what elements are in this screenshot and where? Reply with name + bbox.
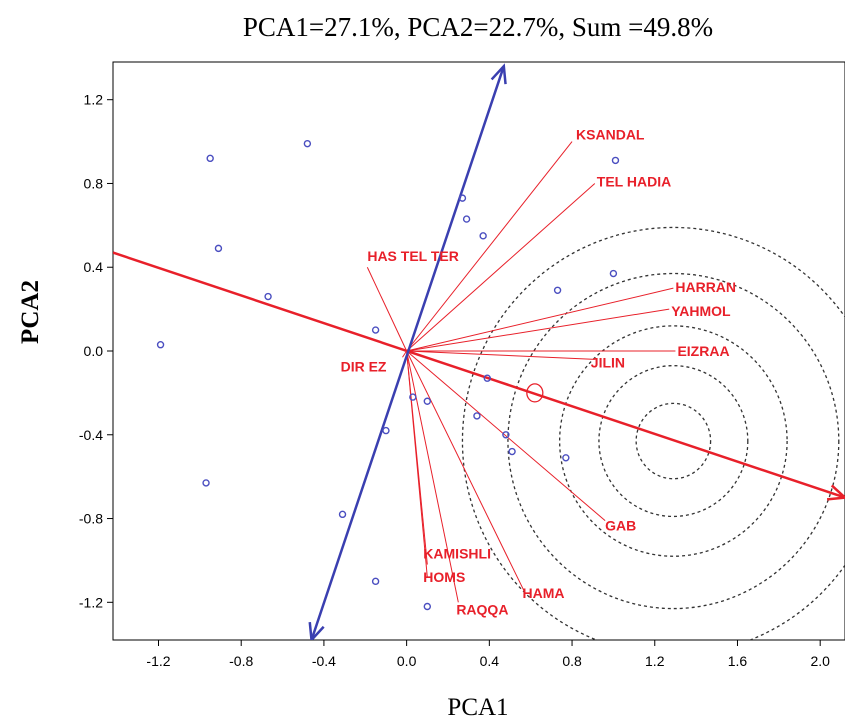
- environment-vector: [406, 350, 428, 578]
- y-tick-label: -0.8: [79, 511, 103, 527]
- concentric-circle: [461, 226, 845, 640]
- genotype-point: [423, 397, 432, 405]
- genotype-point: [214, 244, 223, 253]
- genotype-point: [508, 447, 516, 456]
- axis-vector-pca2-arrowhead: [308, 621, 325, 640]
- environment-label: HAMA: [522, 585, 564, 601]
- genotype-point: [371, 326, 380, 334]
- environment-vector: [406, 308, 670, 352]
- environment-label: TEL HADIA: [597, 173, 671, 189]
- y-tick-label: -1.2: [79, 594, 103, 610]
- axis-vector-pca1-arrowhead: [826, 484, 845, 501]
- environment-vector: [406, 350, 459, 603]
- environment-label: RAQQA: [456, 601, 508, 617]
- ideal-point-marker: [526, 383, 544, 403]
- y-tick-label: 0.4: [84, 259, 104, 275]
- genotype-point: [423, 602, 432, 611]
- plot-area: KSANDAL TEL HADIA HAS TEL TER HARRAN YAHMOL E…: [113, 63, 845, 640]
- environment-vector: [406, 287, 674, 352]
- environment-label: HOMS: [423, 569, 465, 585]
- y-tick-label: 0.0: [84, 343, 104, 359]
- concentric-circle: [598, 365, 749, 518]
- genotype-point: [409, 393, 417, 401]
- genotype-point: [483, 374, 491, 382]
- genotype-point: [502, 431, 510, 439]
- environment-vector: [406, 350, 595, 360]
- chart-title: PCA1=27.1%, PCA2=22.7%, Sum =49.8%: [243, 12, 713, 42]
- x-axis-title: PCA1: [447, 694, 508, 721]
- axis-vector-pca1: [113, 251, 845, 499]
- genotype-point: [303, 139, 312, 148]
- environment-vector: [406, 350, 525, 593]
- genotype-point: [156, 341, 165, 349]
- environment-label: DIR EZ: [341, 358, 387, 374]
- axis-vector-pca2-arrowhead: [490, 63, 507, 85]
- x-tick-label: 0.4: [480, 653, 500, 669]
- x-tick-label: 1.6: [728, 653, 748, 669]
- environment-label: KAMISHLI: [423, 546, 491, 562]
- genotype-point: [562, 454, 570, 462]
- environment-vector: [406, 183, 596, 352]
- concentric-circle: [635, 402, 712, 480]
- genotype-point: [206, 154, 214, 163]
- x-tick-label: 1.2: [645, 653, 665, 669]
- x-tick-label: -0.8: [229, 653, 253, 669]
- genotype-point: [382, 426, 390, 435]
- concentric-circle: [507, 272, 840, 610]
- genotype-point: [462, 215, 471, 223]
- environment-label: EIZRAA: [677, 343, 729, 359]
- environment-label: JILIN: [591, 354, 625, 370]
- environment-vector: [406, 141, 573, 352]
- y-tick-label: 0.8: [84, 175, 104, 191]
- genotype-point: [479, 232, 487, 240]
- environment-vector: [402, 350, 408, 358]
- y-tick-label: 1.2: [84, 92, 104, 108]
- concentric-circle: [558, 325, 788, 557]
- environment-label: HARRAN: [675, 279, 736, 295]
- genotype-point: [264, 292, 272, 301]
- axis-vector-pca2: [310, 65, 505, 640]
- x-tick-label: -0.4: [312, 653, 336, 669]
- x-tick-label: -1.2: [146, 653, 170, 669]
- y-tick-label: -0.4: [79, 427, 103, 443]
- x-tick-label: 0.0: [397, 653, 417, 669]
- environment-vector: [366, 267, 408, 352]
- genotype-point: [202, 479, 210, 487]
- genotype-point: [473, 412, 481, 420]
- genotype-point: [338, 510, 347, 519]
- environment-label: HAS TEL TER: [367, 248, 459, 264]
- genotype-point: [609, 269, 618, 278]
- x-tick-label: 2.0: [810, 653, 830, 669]
- environment-vector: [406, 350, 606, 522]
- environment-label: YAHMOL: [671, 303, 731, 319]
- x-tick-label: 0.8: [562, 653, 582, 669]
- environment-label: KSANDAL: [576, 127, 645, 143]
- axis-ticks: -1.2 -0.8 -0.4 0.0 0.4 0.8 1.2 1.6 2.0 1.2 0.8 0.4 0…: [79, 92, 830, 669]
- genotype-point: [458, 194, 467, 202]
- genotype-point: [611, 156, 620, 165]
- genotype-point: [371, 577, 380, 586]
- y-axis-title: PCA2: [17, 280, 44, 344]
- environment-label: GAB: [605, 518, 636, 534]
- genotype-point: [553, 286, 562, 294]
